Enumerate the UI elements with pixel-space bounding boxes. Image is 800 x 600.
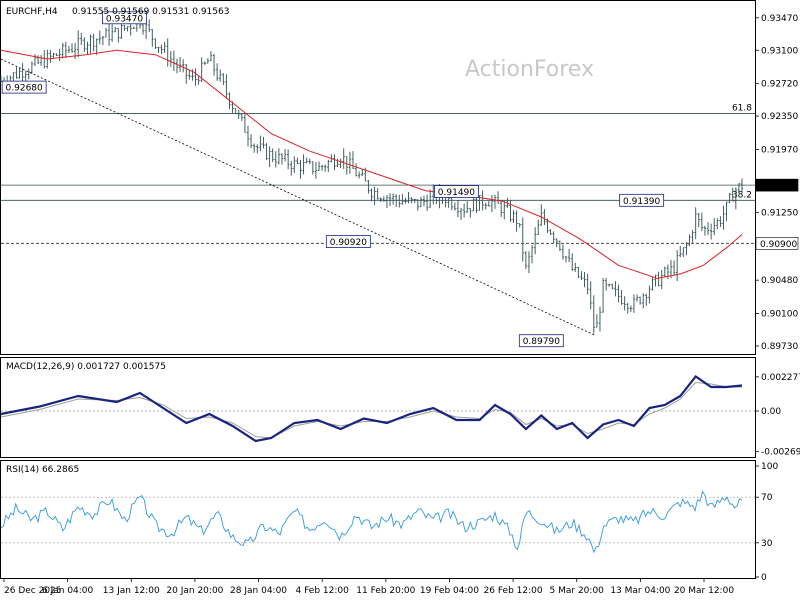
rsi-y-tick-label: 30 [761, 539, 773, 549]
macd-title: MACD(12,26,9) 0.001727 0.001575 [6, 362, 166, 372]
price-annotation-label: 0.91390 [623, 197, 660, 207]
rsi-y-tick-label: 70 [761, 493, 773, 503]
price-annotation-box [1, 80, 47, 94]
x-tick-label: 13 Jan 12:00 [103, 586, 160, 596]
macd-y-tick-label: -0.002693 [761, 447, 800, 457]
x-tick-label: 4 Feb 12:00 [296, 586, 350, 596]
macd-y-tick-label: 0.00 [761, 407, 781, 417]
x-tick-label: 26 Feb 12:00 [484, 586, 543, 596]
macd-y-tick-label: 0.002277 [761, 373, 800, 383]
price-tag-label: 0.90900 [760, 240, 797, 250]
x-tick-label: 26 Dec 2025 [4, 586, 62, 596]
main-panel-frame [0, 0, 756, 355]
x-tick-label: 6 Jan 04:00 [42, 586, 94, 596]
price-annotation-box [102, 11, 147, 25]
y-tick-label: 0.91970 [761, 145, 798, 155]
y-tick-label: 0.90480 [761, 276, 798, 286]
x-tick-label: 11 Feb 20:00 [356, 586, 415, 596]
macd-panel-frame [0, 357, 756, 458]
price-annotation-box [518, 334, 564, 348]
chart-symbol: EURCHF,H4 [6, 7, 58, 17]
price-annotation-label: 0.90920 [330, 238, 367, 248]
y-tick-label: 0.91250 [761, 209, 798, 219]
x-tick-label: 20 Mar 12:00 [674, 586, 734, 596]
x-tick-label: 19 Feb 04:00 [420, 586, 479, 596]
y-tick-label: 0.93470 [761, 14, 798, 24]
rsi-y-tick-label: 0 [761, 573, 767, 583]
y-tick-label: 0.93100 [761, 46, 798, 56]
price-tag [755, 178, 799, 192]
price-tag [755, 237, 799, 250]
price-annotation-label: 0.93470 [106, 14, 143, 24]
price-annotation-label: 0.89790 [523, 337, 560, 347]
level-label: 38.2 [732, 190, 752, 200]
rsi-line [0, 490, 743, 554]
watermark: ActionForex [465, 57, 594, 82]
x-tick-label: 13 Mar 04:00 [610, 586, 670, 596]
macd-signal-line [0, 381, 742, 439]
x-tick-label: 5 Mar 20:00 [550, 586, 605, 596]
y-tick-label: 0.92350 [761, 112, 798, 122]
price-tag-label: 0.91563 [760, 182, 797, 192]
rsi-panel-frame [0, 460, 756, 579]
price-annotation-box [434, 185, 479, 198]
price-annotation-label: 0.91490 [438, 188, 475, 198]
y-tick-label: 0.92720 [761, 80, 798, 90]
moving-average-line [0, 49, 743, 279]
price-annotation-box [619, 193, 665, 207]
trendline [0, 58, 596, 336]
macd-line [0, 375, 743, 443]
level-label: 61.8 [732, 103, 752, 113]
price-annotation-box [325, 235, 371, 248]
rsi-title: RSI(14) 66.2865 [6, 465, 79, 475]
y-tick-label: 0.89730 [761, 342, 798, 352]
x-tick-label: 28 Jan 04:00 [230, 586, 287, 596]
price-annotation-label: 0.92680 [6, 84, 43, 94]
rsi-y-tick-label: 100 [761, 462, 778, 472]
chart-ohlc: 0.91555 0.91569 0.91531 0.91563 [72, 7, 229, 17]
y-tick-label: 0.90100 [761, 310, 798, 320]
x-tick-label: 20 Jan 20:00 [166, 586, 223, 596]
